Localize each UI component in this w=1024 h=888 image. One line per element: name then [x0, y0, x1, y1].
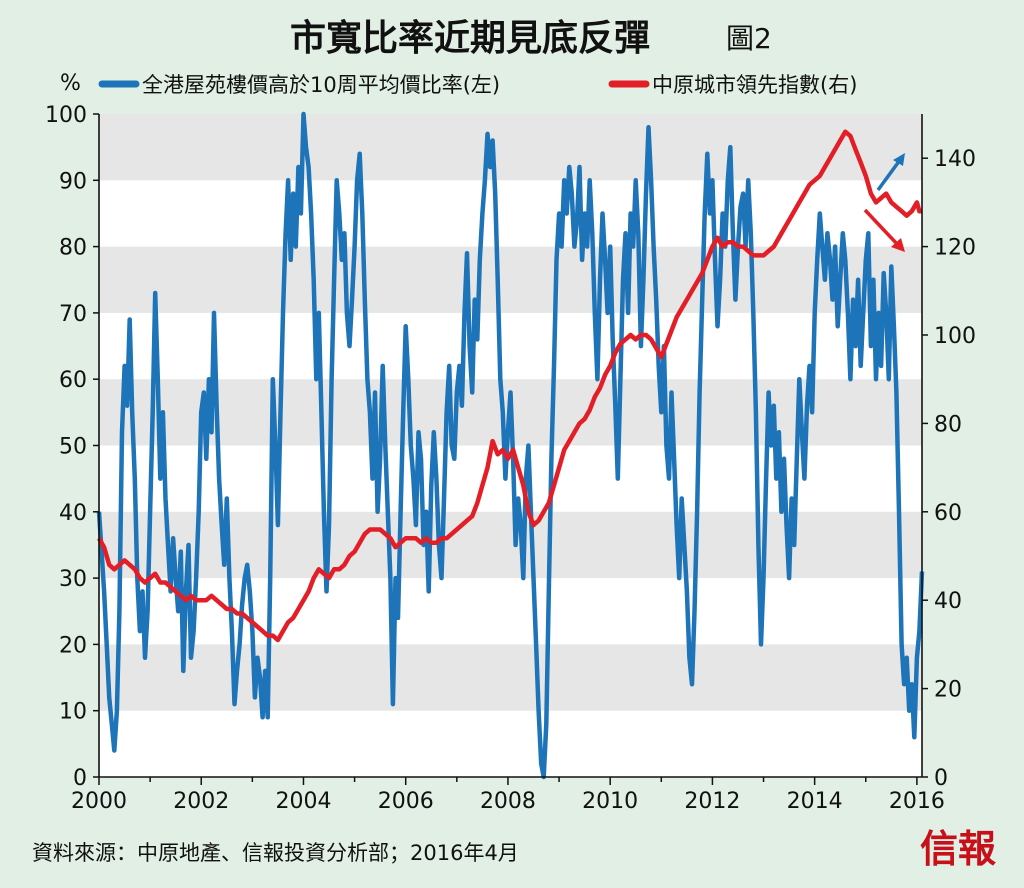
x-tick-label: 2000	[71, 789, 127, 814]
legend-label-blue: 全港屋苑樓價高於10周平均價比率(左)	[142, 73, 500, 97]
right-tick-label: 20	[934, 678, 962, 703]
x-tick-label: 2012	[684, 789, 740, 814]
x-tick-label: 2002	[173, 789, 229, 814]
right-tick-label: 120	[934, 236, 976, 261]
right-tick-label: 100	[934, 324, 976, 349]
x-tick-label: 2010	[582, 789, 638, 814]
source-note: 資料來源：中原地產、信報投資分析部；2016年4月	[32, 841, 519, 865]
left-tick-label: 40	[59, 501, 87, 526]
x-tick-label: 2006	[378, 789, 434, 814]
left-tick-label: 0	[73, 766, 87, 791]
grid-band	[99, 246, 922, 313]
series-line-blue	[96, 111, 925, 780]
series-blue-line	[96, 111, 925, 780]
chart-title: 市寬比率近期見底反彈	[290, 18, 650, 59]
left-tick-label: 100	[45, 103, 87, 128]
x-tick-label: 2008	[480, 789, 536, 814]
brand-logo: 信報	[920, 826, 996, 871]
series-line-red	[97, 129, 922, 643]
left-tick-label: 50	[59, 435, 87, 460]
right-tick-label: 80	[934, 412, 962, 437]
x-tick-label: 2004	[275, 789, 331, 814]
trend-arrows	[863, 153, 905, 252]
x-axis-ticks: 2000 2002 2004 2006 2008 2010 2012 2014 2016	[71, 777, 945, 814]
legend: 全港屋苑樓價高於10周平均價比率(左) 中原城市領先指數(右)	[98, 73, 857, 97]
left-tick-label: 80	[59, 236, 87, 261]
right-axis-ticks: 0 20 40 60 80 100 120 140	[922, 147, 976, 791]
right-tick-label: 140	[934, 147, 976, 172]
left-axis-ticks: 0 10 20 30 40 50 60 70 80 90 100	[45, 103, 99, 791]
down-arrow-icon	[863, 208, 900, 247]
right-tick-label: 40	[934, 589, 962, 614]
down-arrow-head-icon	[891, 238, 905, 252]
right-tick-label: 0	[934, 766, 948, 791]
left-unit-label: %	[60, 71, 81, 96]
left-tick-label: 70	[59, 302, 87, 327]
right-tick-label: 60	[934, 501, 962, 526]
legend-label-red: 中原城市領先指數(右)	[652, 73, 857, 97]
x-tick-label: 2016	[889, 789, 945, 814]
up-arrow-icon	[876, 158, 902, 192]
series-red-line	[97, 129, 922, 643]
chart-subtitle: 圖2	[726, 22, 772, 55]
grid-band	[99, 114, 922, 181]
left-tick-label: 30	[59, 567, 87, 592]
up-arrow-head-icon	[893, 153, 905, 166]
left-tick-label: 10	[59, 700, 87, 725]
grid-band	[99, 644, 922, 711]
x-tick-label: 2014	[787, 789, 843, 814]
left-tick-label: 20	[59, 633, 87, 658]
left-tick-label: 60	[59, 368, 87, 393]
left-tick-label: 90	[59, 169, 87, 194]
